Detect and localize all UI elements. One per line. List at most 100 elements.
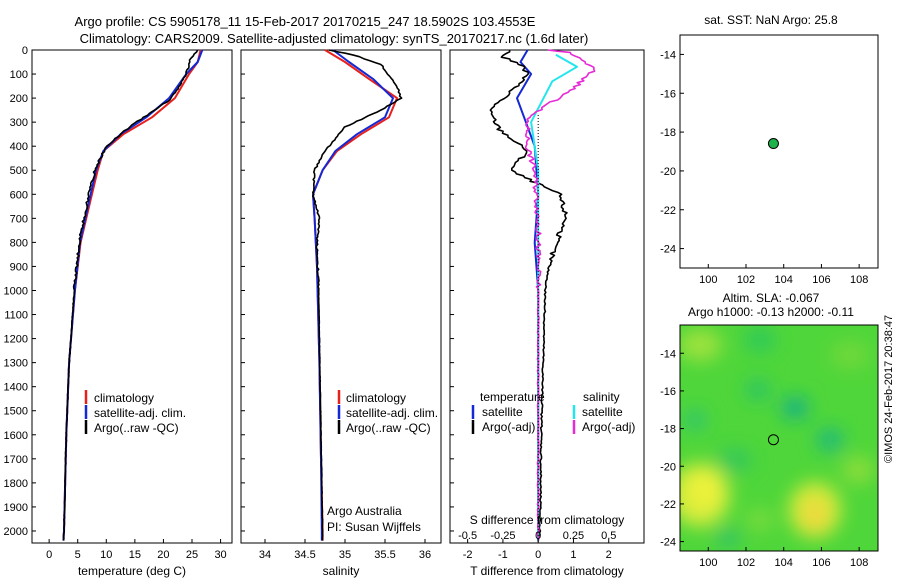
temperature-series [62,49,204,541]
depth-tick-label: 200 [10,93,28,105]
legend-climatology: climatology [94,391,154,405]
x-tick-label: 35 [339,549,351,561]
x-tick-label: 2 [606,549,612,561]
salinity-series [312,49,403,541]
depth-tick-label: 1100 [4,310,28,322]
sla-map-title-line1: Altim. SLA: -0.067 [723,291,820,305]
temperature-panel [31,49,233,544]
depth-tick-label: 1800 [4,478,28,490]
depth-tick-label: 300 [10,117,28,129]
map-y-tick-label: -20 [660,166,676,178]
map-y-tick-label: -16 [660,88,676,100]
depth-axis: 0 100 200 300 400 500 600 700 800 900 1000 1100 1200… [4,45,454,538]
map-x-tick-label: 106 [812,557,830,569]
depth-tick-label: 1300 [4,358,28,370]
x2-tick-label: 0.25 [563,530,584,542]
depth-tick-label: 1400 [4,382,28,394]
title-line1: Argo profile: CS 5905178_11 15-Feb-2017 … [75,14,536,29]
series-line-climatology [312,49,398,541]
salinity-legend: climatology satellite-adj. clim. Argo(..… [327,390,438,534]
legend-sal-argo: Argo(-adj) [582,420,635,434]
x-tick-label: 15 [129,549,141,561]
imos-watermark: ©IMOS 24-Feb-2017 20:38:47 [883,315,895,463]
series-line-climatology [62,49,202,541]
map-x-tick-label: 108 [850,274,868,286]
series-line-argo-raw-qc- [62,49,199,541]
x2-tick-label: -0.25 [490,530,515,542]
x2-tick-label: 0.5 [601,530,616,542]
depth-tick-label: 400 [10,141,28,153]
x-tick-label: 34 [259,549,271,561]
map-y-tick-label: -14 [660,348,676,360]
depth-tick-label: 100 [10,69,28,81]
difference-x2label: S difference from climatology [470,513,625,527]
legend-argo: Argo(..raw -QC) [346,421,431,435]
depth-tick-label: 1000 [4,285,28,297]
map-y-tick-label: -22 [660,499,676,511]
map-x-tick-label: 106 [812,274,830,286]
x-tick-label: 35.5 [374,549,395,561]
map-x-tick-label: 104 [775,274,793,286]
argo-float-marker-sla[interactable] [767,434,779,446]
credit-line2: PI: Susan Wijffels [327,520,421,534]
x-tick-label: 25 [186,549,198,561]
x-tick-label: 5 [75,549,81,561]
x-tick-label: 36 [419,549,431,561]
series-line-argo-raw-qc- [312,49,403,541]
x-tick-labels: 0 5 10 15 20 25 30 34 34.5 35 35.5 36 -2 -1 0 1 2 -0.5 -0.… [46,530,616,561]
map-x-tick-label: 100 [699,557,717,569]
legend-satellite: satellite-adj. clim. [94,406,186,420]
map-y-tick-label: -14 [660,49,676,61]
x-tick-label: 0 [535,549,541,561]
legend-temp-satellite: satellite [482,405,523,419]
temperature-xlabel: temperature (deg C) [78,564,186,578]
x-tick-label: 20 [157,549,169,561]
map-y-tick-label: -24 [660,244,676,256]
credit-line1: Argo Australia [327,504,402,518]
depth-tick-label: 1200 [4,334,28,346]
map-x-tick-label: 104 [775,557,793,569]
legend-climatology: climatology [346,391,406,405]
sst-map-ticks: 100 102 104 106 108 -14 -16 -18 -20 -22 -24 [660,49,868,286]
sst-map-frame[interactable] [679,34,879,269]
x-tick-label: -1 [498,549,508,561]
map-y-tick-label: -20 [660,461,676,473]
sla-map-frame [679,324,879,552]
argo-float-marker[interactable] [767,138,779,150]
x-tick-label: 34.5 [294,549,315,561]
x-tick-label: -2 [463,549,473,561]
map-x-tick-label: 102 [737,274,755,286]
legend-sal-satellite: satellite [582,405,623,419]
sst-map-title: sat. SST: NaN Argo: 25.8 [704,13,838,27]
sla-map-title-line2: Argo h1000: -0.13 h2000: -0.11 [688,305,854,319]
legend-temperature-heading: temperature [480,390,545,404]
depth-tick-label: 1500 [4,406,28,418]
legend-argo: Argo(..raw -QC) [94,421,179,435]
depth-tick-label: 1700 [4,454,28,466]
legend-salinity-heading: salinity [583,390,620,404]
depth-tick-label: 500 [10,165,28,177]
sla-map-ticks: 100 102 104 106 108 -14 -16 -18 -20 -22 -24 [660,348,868,569]
legend-satellite: satellite-adj. clim. [346,406,438,420]
salinity-xlabel: salinity [323,564,360,578]
map-y-tick-label: -18 [660,424,676,436]
difference-panel [449,49,645,544]
depth-tick-label: 800 [10,237,28,249]
series-line-temperature-satellite [516,49,540,541]
difference-xlabel: T difference from climatology [470,564,624,578]
map-x-tick-label: 102 [737,557,755,569]
depth-tick-label: 0 [22,45,28,57]
x-tick-label: 10 [100,549,112,561]
depth-tick-label: 900 [10,261,28,273]
temperature-legend: climatology satellite-adj. clim. Argo(..… [84,390,186,435]
map-x-tick-label: 100 [699,274,717,286]
depth-tick-label: 1900 [4,502,28,514]
x-tick-label: 1 [570,549,576,561]
title-line2: Climatology: CARS2009. Satellite-adjuste… [80,31,589,46]
sla-heatmap[interactable] [670,325,878,551]
depth-tick-label: 2000 [4,526,28,538]
depth-tick-label: 700 [10,213,28,225]
series-line-salinity-argo-adj- [524,49,596,541]
x2-tick-label: -0.5 [458,530,477,542]
